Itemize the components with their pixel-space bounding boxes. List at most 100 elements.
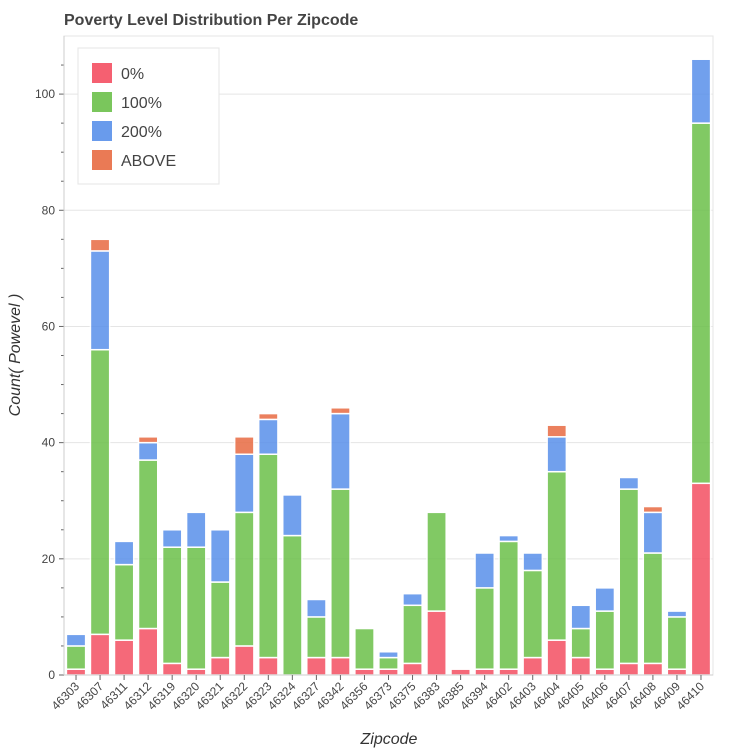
bar-46404-0% (546, 639, 568, 676)
legend-swatch-0% (92, 63, 112, 83)
bar-46323-0% (257, 656, 279, 676)
bar-46375-100% (402, 604, 423, 665)
bar-46406-0% (594, 668, 616, 676)
bar-46403-0% (522, 656, 544, 676)
legend-label: 200% (121, 124, 162, 141)
bar-46402-0% (498, 668, 520, 676)
bar-46311-0% (113, 639, 135, 676)
bar-46407-0% (618, 662, 640, 676)
bar-46404-ABOVE (546, 424, 568, 438)
bar-46405-100% (570, 627, 592, 659)
legend-swatch-ABOVE (92, 150, 112, 170)
bar-46322-ABOVE (233, 436, 255, 456)
bar-46303-100% (65, 645, 87, 670)
bar-46342-0% (330, 656, 351, 676)
x-tick-label: 46410 (674, 679, 708, 713)
legend-swatch-100% (92, 92, 112, 112)
y-tick-label: 20 (42, 552, 56, 566)
bar-46405-200% (570, 604, 592, 630)
bar-46311-200% (113, 540, 135, 566)
x-axis-label: Zipcode (360, 731, 418, 748)
bar-46320-100% (185, 546, 207, 670)
bar-46322-200% (233, 453, 255, 514)
bar-46322-0% (233, 645, 255, 676)
bar-46321-200% (209, 529, 231, 583)
bar-46307-200% (89, 250, 111, 351)
y-tick-label: 80 (42, 203, 56, 217)
bar-46312-0% (137, 627, 159, 676)
bar-46356-100% (354, 627, 375, 670)
bar-46327-200% (306, 598, 327, 618)
legend-swatch-200% (92, 121, 112, 141)
y-tick-label: 100 (35, 87, 55, 101)
bar-46342-100% (330, 488, 351, 659)
bar-46408-ABOVE (642, 505, 664, 514)
bar-46322-100% (233, 511, 255, 647)
bar-46324-100% (281, 534, 303, 676)
bar-46327-100% (306, 616, 327, 659)
bar-46324-200% (281, 494, 303, 537)
x-tick-label: 46307 (73, 679, 107, 713)
y-axis-label: Count( Powevel ) (7, 294, 24, 417)
bar-46373-100% (378, 656, 399, 670)
bar-46373-200% (378, 651, 399, 659)
bar-46321-100% (209, 581, 231, 659)
bar-46408-100% (642, 552, 664, 665)
bar-46307-0% (89, 633, 111, 676)
bar-46383-0% (426, 610, 447, 676)
bar-46407-200% (618, 476, 640, 490)
legend-label: ABOVE (121, 153, 176, 170)
bar-46319-200% (161, 529, 183, 548)
bar-46385-0% (450, 668, 471, 676)
bar-46375-200% (402, 592, 423, 607)
bar-46404-100% (546, 470, 568, 641)
bar-46311-100% (113, 563, 135, 641)
bar-46319-100% (161, 546, 183, 665)
y-tick-label: 60 (42, 319, 56, 333)
bar-46319-0% (161, 662, 183, 676)
bar-46409-200% (666, 610, 688, 618)
bar-46320-0% (185, 668, 207, 676)
legend: 0% 100% 200% ABOVE (77, 47, 220, 185)
bar-46408-0% (642, 662, 664, 676)
bar-46405-0% (570, 656, 592, 676)
bar-46323-200% (257, 418, 279, 456)
bar-46375-0% (402, 662, 423, 676)
bar-46409-100% (666, 616, 688, 670)
bar-46394-200% (474, 552, 496, 589)
bar-46323-100% (257, 453, 279, 659)
bar-46303-0% (65, 668, 87, 676)
legend-label: 100% (121, 95, 162, 112)
bar-46312-100% (137, 459, 159, 630)
bar-46394-0% (474, 668, 496, 676)
bar-46402-100% (498, 540, 520, 670)
bar-46342-ABOVE (330, 407, 351, 415)
bar-46312-200% (137, 441, 159, 461)
legend-label: 0% (121, 66, 144, 83)
bar-46303-200% (65, 633, 87, 647)
bar-46406-100% (594, 610, 616, 670)
bar-46402-200% (498, 534, 520, 543)
bar-46307-100% (89, 348, 111, 636)
bar-46403-200% (522, 552, 544, 572)
bar-46410-200% (690, 58, 712, 124)
bar-46406-200% (594, 587, 616, 612)
bar-46373-0% (378, 668, 399, 676)
bar-46409-0% (666, 668, 688, 676)
chart-title: Poverty Level Distribution Per Zipcode (64, 12, 358, 29)
bar-46320-200% (185, 511, 207, 548)
y-tick-label: 40 (42, 436, 56, 450)
bar-46408-200% (642, 511, 664, 554)
bar-46394-100% (474, 587, 496, 670)
bar-46407-100% (618, 488, 640, 665)
bar-46410-0% (690, 482, 712, 676)
bar-46323-ABOVE (257, 412, 279, 421)
bar-46327-0% (306, 656, 327, 676)
bar-46307-ABOVE (89, 238, 111, 252)
bar-46383-100% (426, 511, 447, 612)
bar-46404-200% (546, 436, 568, 473)
bars-group (65, 58, 712, 676)
bar-46321-0% (209, 656, 231, 676)
bar-46312-ABOVE (137, 436, 159, 444)
